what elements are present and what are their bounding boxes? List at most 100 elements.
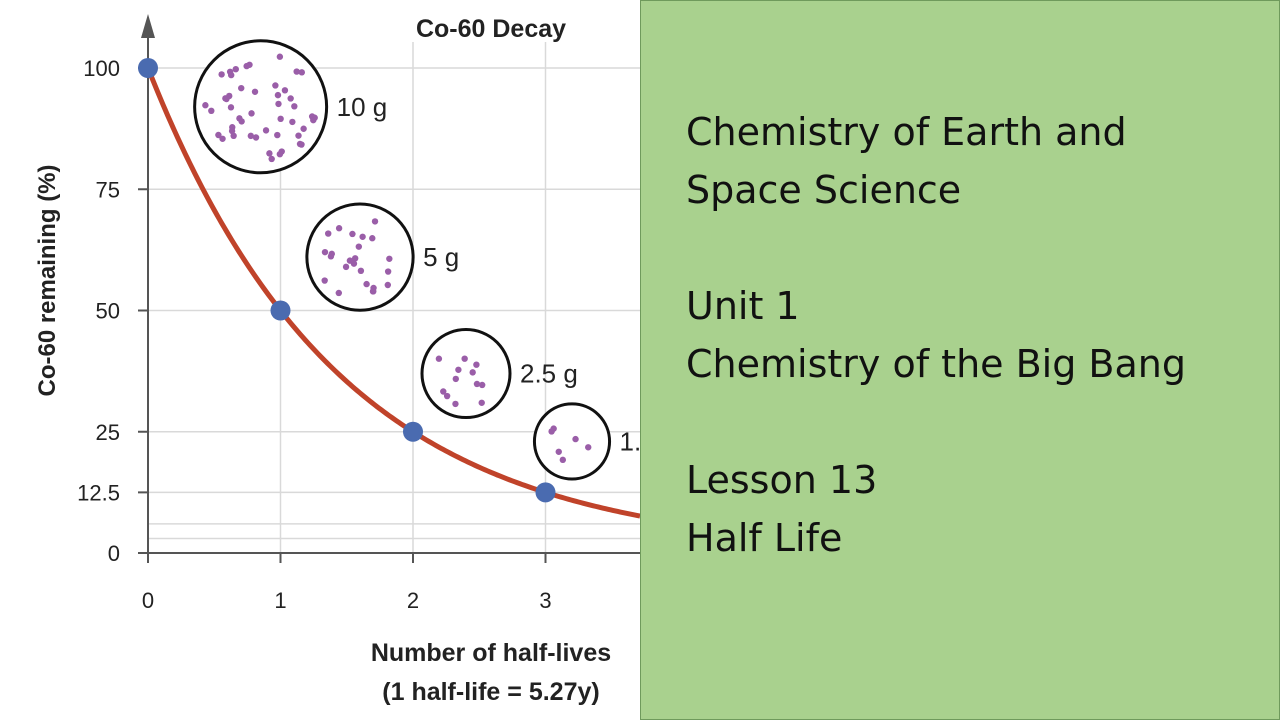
- sample-dot: [238, 84, 245, 92]
- sample-dot: [243, 62, 250, 70]
- sample-dot: [363, 280, 370, 288]
- sample-dot: [276, 53, 284, 60]
- sample-dot: [268, 155, 275, 163]
- sample-dot: [346, 257, 354, 264]
- sample-annotation: 2.5 g: [420, 328, 578, 420]
- sample-dot: [281, 87, 289, 94]
- sample-dot: [452, 400, 459, 408]
- data-point: [270, 300, 291, 321]
- x-tick-label: 0: [142, 588, 154, 613]
- sample-dot: [371, 218, 379, 225]
- sample-dot: [452, 375, 459, 383]
- data-point: [535, 482, 556, 503]
- sample-dot: [289, 118, 296, 126]
- sample-dot: [478, 399, 485, 406]
- sample-dot: [251, 88, 259, 95]
- sample-dot: [321, 248, 329, 256]
- sample-dot: [293, 68, 300, 75]
- x-axis-label: Number of half-lives: [371, 639, 611, 667]
- sample-annotation: 1.2: [532, 402, 640, 481]
- sample-dot: [351, 255, 359, 262]
- sample-dot: [328, 250, 335, 258]
- sample-dot: [232, 65, 239, 73]
- sample-mass-label: 1.2: [620, 426, 640, 456]
- sample-dot: [300, 125, 307, 132]
- sample-dot: [274, 91, 282, 99]
- sample-dot: [208, 107, 215, 115]
- sample-annotation: 5 g: [305, 202, 459, 312]
- sample-dot: [236, 115, 243, 122]
- sample-dot: [278, 148, 285, 155]
- sample-dot: [325, 230, 332, 237]
- sample-dot: [229, 124, 236, 131]
- sample-dot: [218, 71, 225, 78]
- sample-circle: [305, 202, 415, 312]
- sample-dot: [291, 103, 298, 110]
- sample-annotation: 10 g: [193, 39, 388, 175]
- y-tick-label: 100: [83, 56, 120, 81]
- sample-dot: [359, 233, 366, 240]
- sample-mass-label: 10 g: [337, 92, 388, 122]
- sample-dot: [461, 355, 468, 362]
- decay-curve: [145, 67, 640, 519]
- sample-dot: [369, 235, 376, 242]
- y-tick-label: 12.5: [77, 480, 120, 505]
- chart-svg: 0 12.5 25 50 75 100 0 1 2 3 Co-60 Decay Co-60 remai…: [34, 14, 640, 706]
- data-point: [138, 58, 158, 78]
- sample-dot: [247, 132, 255, 140]
- data-point: [403, 421, 423, 442]
- y-tick-label: 75: [96, 177, 120, 202]
- sample-dot: [478, 381, 486, 389]
- sample-dot: [384, 281, 392, 289]
- sample-dot: [555, 448, 562, 455]
- course-title-line2: Space Science: [686, 168, 962, 212]
- y-tick-label: 0: [108, 541, 120, 566]
- title-panel: Chemistry of Earth and Space Science Uni…: [640, 0, 1280, 720]
- decay-chart: 0 12.5 25 50 75 100 0 1 2 3 Co-60 Decay Co-60 remai…: [34, 14, 640, 706]
- sample-dot: [384, 268, 392, 275]
- sample-dot: [357, 267, 365, 275]
- sample-dot: [298, 141, 305, 148]
- sample-dot: [342, 263, 350, 271]
- sample-dot: [435, 355, 443, 362]
- sample-mass-label: 5 g: [423, 242, 459, 272]
- sample-dot: [252, 134, 260, 141]
- sample-dot: [219, 135, 226, 142]
- chart-title: Co-60 Decay: [416, 15, 566, 43]
- sample-circle: [420, 328, 512, 420]
- grid-lines: [148, 42, 640, 553]
- sample-dot: [226, 68, 234, 76]
- sample-dot: [386, 255, 393, 262]
- sample-circle: [532, 402, 612, 481]
- sample-dot: [277, 115, 284, 123]
- sample-dot: [559, 456, 567, 464]
- sample-dot: [572, 435, 579, 443]
- sample-dot: [370, 288, 377, 295]
- sample-mass-label: 2.5 g: [520, 359, 578, 389]
- unit-title: Chemistry of the Big Bang: [686, 342, 1186, 386]
- sample-dot: [266, 150, 273, 157]
- y-axis-arrow: [141, 14, 155, 38]
- x-axis-label-note: (1 half-life = 5.27y): [382, 678, 599, 706]
- lesson-title: Half Life: [686, 516, 843, 560]
- y-tick-label: 50: [96, 299, 120, 324]
- unit-number: Unit 1: [686, 284, 800, 328]
- sample-dot: [275, 100, 282, 108]
- sample-dot: [311, 114, 318, 121]
- x-tick-label: 1: [274, 588, 286, 613]
- sample-dot: [335, 289, 342, 297]
- title-text-block: Chemistry of Earth and Space Science Uni…: [686, 103, 1186, 567]
- sample-dot: [355, 243, 363, 250]
- sample-dot: [469, 369, 476, 376]
- sample-dot: [548, 428, 555, 435]
- x-tick-label: 2: [407, 588, 419, 613]
- sample-dot: [287, 95, 294, 102]
- sample-dot: [443, 392, 451, 400]
- x-tick-label: 3: [539, 588, 551, 613]
- sample-dot: [440, 388, 447, 395]
- sample-dot: [248, 110, 255, 117]
- sample-dot: [298, 69, 306, 76]
- sample-dot: [295, 132, 302, 139]
- sample-dot: [585, 444, 592, 451]
- sample-dot: [215, 131, 222, 139]
